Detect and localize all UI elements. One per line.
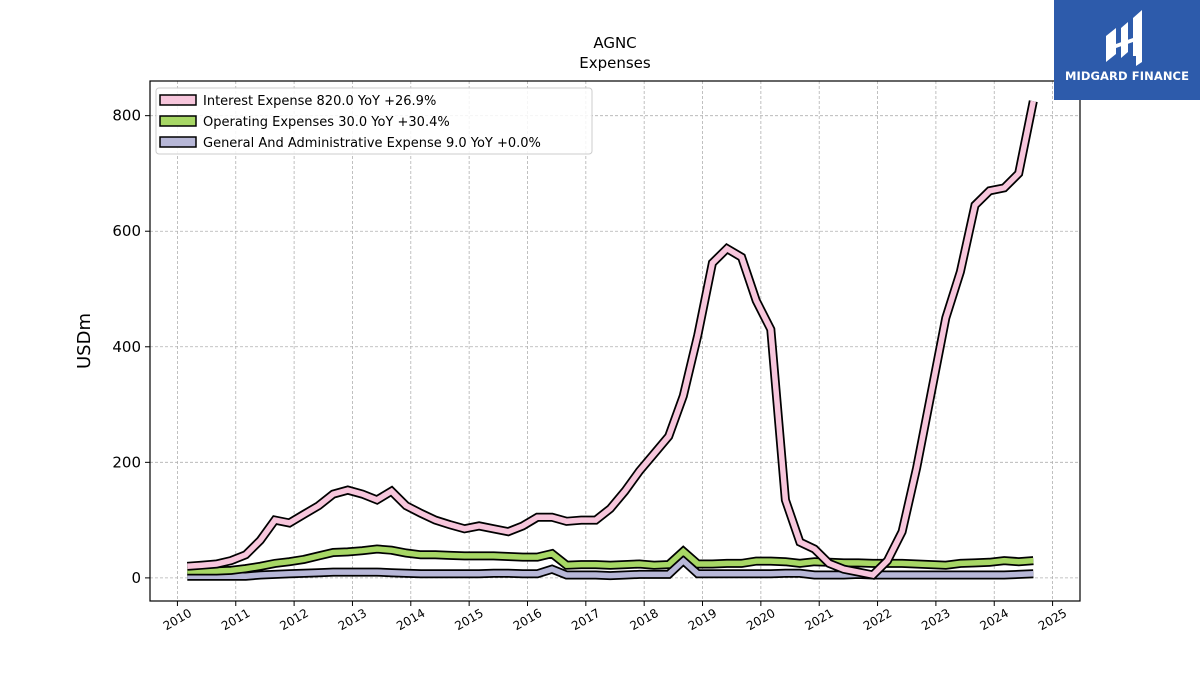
x-tick-label: 2024 [978, 606, 1011, 633]
legend-label: Interest Expense 820.0 YoY +26.9% [203, 94, 436, 109]
chart-title: AGNC [593, 34, 636, 52]
legend-swatch [159, 115, 197, 127]
legend-swatch [159, 94, 197, 106]
midgard-logo-icon [1106, 10, 1142, 66]
plot-frame [149, 80, 1081, 602]
series-line [187, 546, 1034, 574]
y-tick-label: 0 [131, 569, 141, 587]
chart-subtitle: Expenses [579, 54, 651, 72]
legend-label: General And Administrative Expense 9.0 Y… [203, 136, 541, 151]
y-tick-label: 200 [112, 453, 141, 471]
series-line [187, 100, 1036, 578]
x-tick-label: 2010 [161, 606, 194, 633]
x-tick-label: 2017 [569, 606, 602, 633]
x-tick-label: 2022 [861, 606, 894, 633]
x-tick-label: 2021 [802, 606, 835, 633]
legend-box [155, 87, 593, 155]
axis-ticks: 2010 2011 2012 2013 2014 2015 2016 2017 2018 2019… [112, 107, 1069, 634]
y-tick-label: 600 [112, 222, 141, 240]
y-tick-label: 400 [112, 338, 141, 356]
x-tick-label: 2012 [277, 606, 310, 633]
legend: Interest Expense 820.0 YoY +26.9% Operati… [155, 87, 593, 155]
y-axis-label: USDm [74, 313, 95, 369]
x-tick-label: 2014 [394, 606, 427, 633]
x-tick-label: 2011 [219, 606, 252, 633]
legend-swatch [159, 136, 197, 148]
brand-name: MIDGARD FINANCE [1064, 69, 1190, 83]
y-tick-label: 800 [112, 107, 141, 125]
x-tick-label: 2019 [686, 606, 719, 633]
brand-logo: MIDGARD FINANCE [1054, 0, 1200, 100]
x-tick-label: 2013 [336, 606, 369, 633]
series-layer [186, 100, 1038, 581]
x-tick-label: 2023 [919, 606, 952, 633]
x-tick-label: 2015 [452, 606, 485, 633]
legend-label: Operating Expenses 30.0 YoY +30.4% [203, 115, 450, 130]
x-tick-label: 2025 [1036, 606, 1069, 633]
series-line [187, 556, 1034, 579]
x-tick-label: 2016 [511, 606, 544, 633]
x-tick-label: 2018 [627, 606, 660, 633]
x-tick-label: 2020 [744, 606, 777, 633]
